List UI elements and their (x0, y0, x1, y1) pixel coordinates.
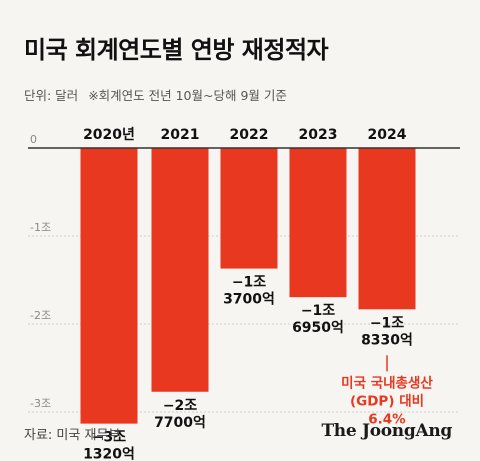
basis-note: ※회계연도 전년 10월~당해 9월 기준 (88, 88, 287, 103)
source-note: 자료: 미국 재무부 (24, 428, 121, 443)
unit-label: 단위: 달러 (24, 88, 79, 103)
gdp-ratio-annotation: 미국 국내총생산 (341, 374, 433, 391)
x-tick-label: 2024 (368, 127, 407, 143)
chart-title: 미국 회계연도별 연방 재정적자 (24, 36, 329, 64)
data-label: 8330억 (361, 332, 413, 348)
data-label: −1조 (232, 275, 266, 291)
data-label: 3700억 (223, 292, 275, 308)
x-tick-label: 2021 (161, 127, 200, 143)
y-tick-label: -1조 (30, 221, 51, 234)
data-label: −1조 (370, 315, 404, 331)
data-label: 7700억 (154, 415, 206, 431)
bar (151, 148, 209, 392)
bar (358, 148, 416, 310)
bar (289, 148, 347, 298)
data-label: −3조 (92, 430, 126, 446)
brand-logo: The JoongAng (321, 421, 452, 441)
x-tick-label: 2023 (299, 127, 338, 143)
y-tick-label: 0 (30, 133, 37, 146)
bar (80, 148, 138, 424)
y-tick-label: -2조 (30, 309, 51, 322)
data-label: 6950억 (292, 320, 344, 336)
y-tick-label: -3조 (30, 397, 51, 410)
data-label: −1조 (301, 303, 335, 319)
data-label: 1320억 (83, 447, 135, 461)
bar (220, 148, 278, 269)
x-tick-label: 2022 (230, 127, 269, 143)
x-tick-label: 2020년 (83, 127, 135, 143)
gdp-ratio-annotation: (GDP) 대비 (350, 393, 424, 409)
gdp-ratio-annotation: 6.4% (368, 411, 406, 427)
data-label: −2조 (163, 398, 197, 414)
chart-subtitle: 단위: 달러 ※회계연도 전년 10월~당해 9월 기준 (24, 85, 287, 104)
